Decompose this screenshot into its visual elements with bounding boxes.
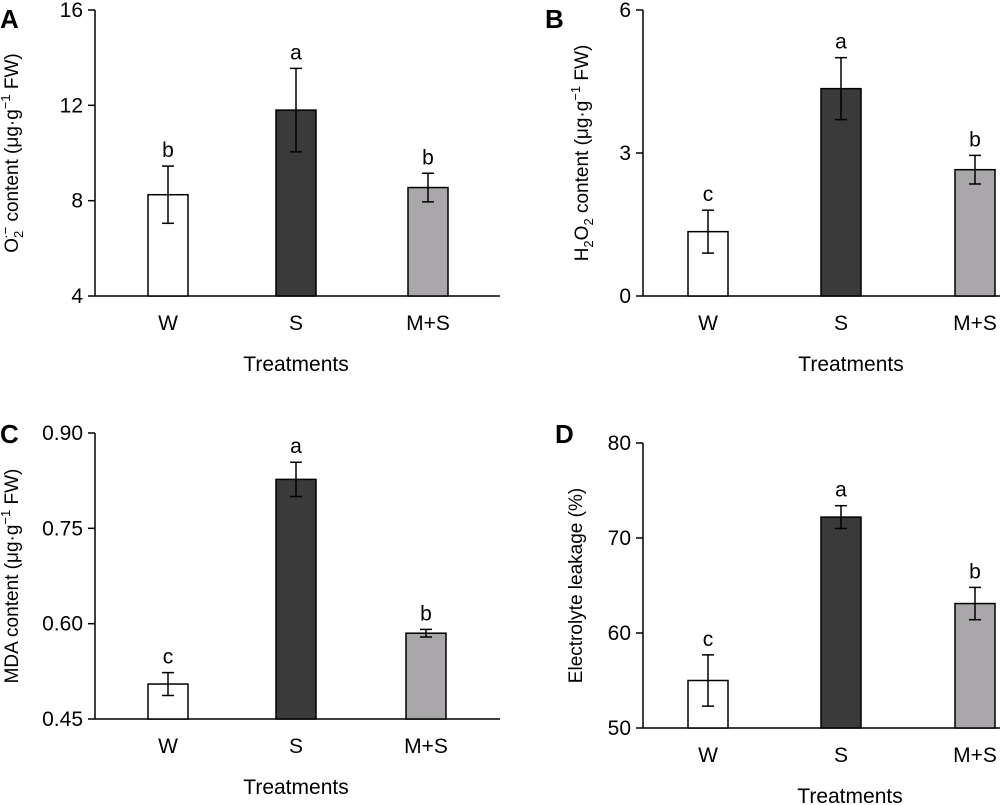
y-tick-label: 0.45 xyxy=(42,708,83,731)
bar-s xyxy=(275,478,317,720)
significance-label: c xyxy=(703,628,714,651)
y-tick-label: 8 xyxy=(71,190,83,213)
panel-letter: D xyxy=(555,419,574,449)
panel-letter: C xyxy=(0,419,19,449)
y-tick-label: 6 xyxy=(619,0,631,22)
category-label: W xyxy=(158,735,178,758)
significance-label: a xyxy=(290,435,302,458)
significance-label: b xyxy=(422,146,434,169)
significance-label: a xyxy=(290,41,302,64)
y-axis-title: MDA content (μg·g−1​ FW) xyxy=(0,469,23,684)
bar-mpluss xyxy=(405,632,447,720)
y-tick-label: 0.75 xyxy=(42,517,83,540)
bar-mpluss xyxy=(407,186,449,297)
y-tick-label: 60 xyxy=(608,622,631,645)
panel-a: A 4 8 12 16 b Wa Sb M+S Treatments O2·−​ content (… xyxy=(0,0,500,376)
category-label: S xyxy=(289,312,303,335)
category-label: W xyxy=(158,312,178,335)
y-tick-label: 50 xyxy=(608,717,631,740)
x-axis-title: Treatments xyxy=(243,353,348,376)
category-label: M+S xyxy=(404,735,448,758)
y-axis-title: O2·−​ content (μg·g−1​ FW) xyxy=(0,53,26,253)
y-tick-label: 16 xyxy=(60,0,83,22)
panel-letter: A xyxy=(0,4,19,34)
y-tick-label: 70 xyxy=(608,527,631,550)
y-tick-label: 3 xyxy=(619,142,631,165)
y-axis-title: Electrolyte leakage (%) xyxy=(566,488,587,683)
significance-label: a xyxy=(835,479,847,502)
category-label: S xyxy=(834,744,848,767)
category-label: S xyxy=(834,312,848,335)
category-label: W xyxy=(698,744,718,767)
category-label: M+S xyxy=(953,744,997,767)
significance-label: c xyxy=(703,183,714,206)
panel-letter: B xyxy=(545,4,564,34)
category-label: S xyxy=(289,735,303,758)
category-label: M+S xyxy=(953,312,997,335)
significance-label: b xyxy=(162,139,174,162)
x-axis-title: Treatments xyxy=(798,353,903,376)
y-tick-label: 4 xyxy=(71,285,83,308)
bar-s xyxy=(820,516,862,729)
x-axis-title: Treatments xyxy=(797,785,902,805)
panel-d: D 50 60 70 80 c Wa Sb M+S Treatments Electrolyte l… xyxy=(555,419,1000,805)
y-axis-title: H2​O2​ content (μg·g−1​ FW) xyxy=(568,45,596,262)
x-axis-title: Treatments xyxy=(243,776,348,799)
y-tick-label: 0 xyxy=(619,285,631,308)
category-label: W xyxy=(698,312,718,335)
y-tick-label: 80 xyxy=(608,432,631,455)
y-tick-label: 0.90 xyxy=(42,422,83,445)
panel-c: C 0.45 0.60 0.75 0.90 c Wa Sb M+S Treatments MDA c… xyxy=(0,419,500,799)
significance-label: b xyxy=(969,128,981,151)
significance-label: b xyxy=(969,560,981,583)
bar-mpluss xyxy=(954,602,996,729)
y-tick-label: 0.60 xyxy=(42,613,83,636)
significance-label: a xyxy=(835,31,847,54)
panel-b: B 0 3 6 c Wa Sb M+S Treatments H2​O2​ content (μg… xyxy=(545,0,1000,376)
y-tick-label: 12 xyxy=(60,94,83,117)
category-label: M+S xyxy=(406,312,450,335)
significance-label: c xyxy=(163,646,174,669)
bar-mpluss xyxy=(954,168,996,297)
bar-s xyxy=(820,87,862,297)
significance-label: b xyxy=(420,602,432,625)
